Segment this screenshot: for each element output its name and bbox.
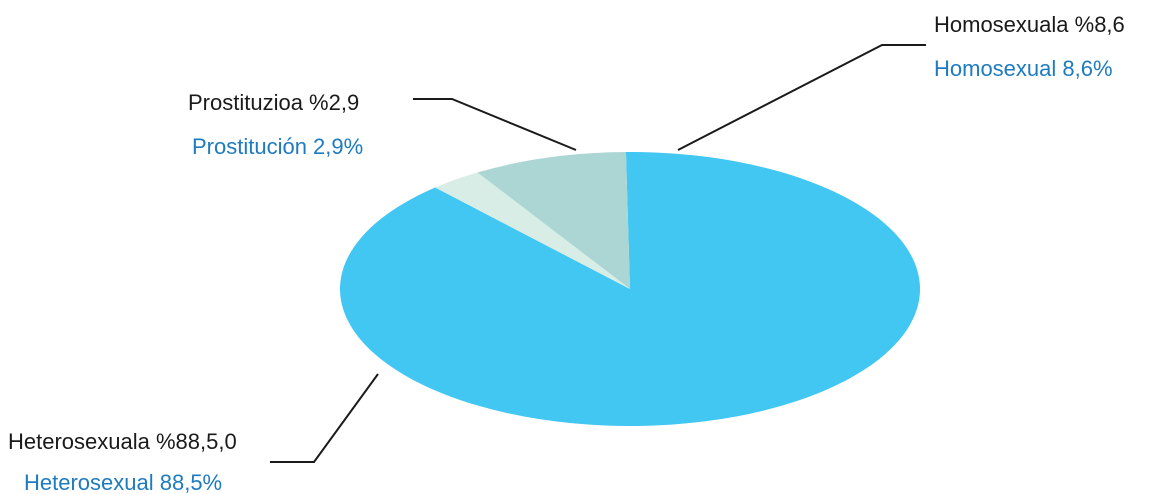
pie-slice-prostitucion bbox=[435, 172, 630, 289]
slice-labels: Heterosexuala %88,5,0 Heterosexual 88,5% P… bbox=[8, 12, 1125, 494]
label-es-heterosexual: Heterosexual 88,5% bbox=[24, 470, 222, 494]
pie-slices bbox=[340, 151, 921, 426]
label-eu-homosexual: Homosexuala %8,6 bbox=[934, 12, 1125, 37]
leader-line-prostitucion bbox=[413, 98, 577, 151]
label-es-prostitucion: Prostitución 2,9% bbox=[192, 134, 363, 159]
label-eu-heterosexual: Heterosexuala %88,5,0 bbox=[8, 429, 237, 454]
leader-line-heterosexual bbox=[270, 373, 379, 463]
pie-slice-heterosexual bbox=[340, 151, 921, 426]
label-eu-prostitucion: Prostituzioa %2,9 bbox=[188, 90, 359, 115]
leader-line-homosexual bbox=[677, 44, 926, 151]
label-es-homosexual: Homosexual 8,6% bbox=[934, 56, 1113, 81]
leader-lines bbox=[270, 44, 926, 463]
pie-slice-homosexual bbox=[477, 152, 630, 289]
